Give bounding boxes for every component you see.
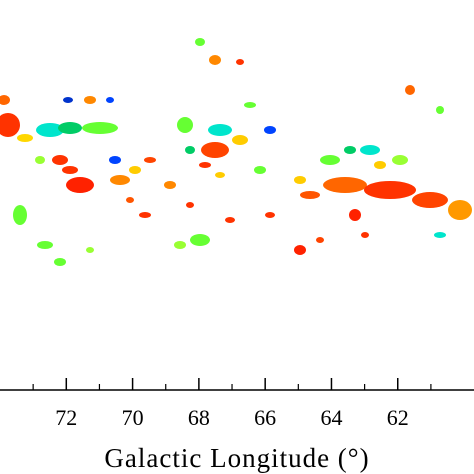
emission-blob (58, 122, 82, 134)
emission-blob (225, 217, 235, 223)
emission-blob (36, 123, 64, 137)
emission-blob (405, 85, 415, 95)
emission-blob (232, 135, 248, 145)
emission-blob (37, 241, 53, 249)
emission-blob (35, 156, 45, 164)
emission-blob (208, 124, 232, 136)
emission-blob (66, 177, 94, 193)
emission-blob (344, 146, 356, 154)
emission-blob (361, 232, 369, 238)
emission-blob (364, 181, 416, 199)
emission-blob (82, 122, 118, 134)
emission-blob (0, 95, 10, 105)
emission-blob (360, 145, 380, 155)
emission-blob (436, 106, 444, 114)
emission-blob (62, 166, 78, 174)
x-tick-label: 70 (122, 405, 144, 430)
x-tick-label: 64 (320, 405, 342, 430)
emission-blob (392, 155, 408, 165)
emission-blob (349, 209, 361, 221)
emission-blob (110, 175, 130, 185)
emission-blob (86, 247, 94, 253)
x-tick-label: 72 (55, 405, 77, 430)
emission-blob (174, 241, 186, 249)
emission-blob (316, 237, 324, 243)
emission-blob (84, 96, 96, 104)
emission-blob (448, 200, 472, 220)
emission-blob (17, 134, 33, 142)
x-tick-label: 62 (387, 405, 409, 430)
emission-blob (209, 55, 221, 65)
emission-blob (126, 197, 134, 203)
x-tick-label: 68 (188, 405, 210, 430)
emission-blob (177, 117, 193, 133)
emission-blob (264, 126, 276, 134)
emission-blob (195, 38, 205, 46)
emission-blob (186, 202, 194, 208)
emission-blob (164, 181, 176, 189)
emission-blob (129, 166, 141, 174)
emission-blob (199, 162, 211, 168)
emission-blob (215, 172, 225, 178)
emission-blob (54, 258, 66, 266)
emission-blob (323, 177, 367, 193)
emission-blob (106, 97, 114, 103)
emission-blob (0, 113, 20, 137)
emission-blob (139, 212, 151, 218)
emission-blob (109, 156, 121, 164)
x-axis-label: Galactic Longitude (°) (104, 443, 369, 473)
emission-blob (254, 166, 266, 174)
emission-blob (144, 157, 156, 163)
emission-blob (63, 97, 73, 103)
emission-blob (434, 232, 446, 238)
emission-blob (190, 234, 210, 246)
emission-blob (265, 212, 275, 218)
emission-blob (320, 155, 340, 165)
emission-blob (244, 102, 256, 108)
emission-blob (412, 192, 448, 208)
emission-map (0, 38, 472, 266)
x-tick-label: 66 (254, 405, 276, 430)
emission-blob (236, 59, 244, 65)
emission-blob (294, 176, 306, 184)
emission-blob (294, 245, 306, 255)
emission-blob (300, 191, 320, 199)
emission-blob (201, 142, 229, 158)
emission-blob (13, 205, 27, 225)
emission-blob (374, 161, 386, 169)
emission-blob (52, 155, 68, 165)
emission-blob (185, 146, 195, 154)
